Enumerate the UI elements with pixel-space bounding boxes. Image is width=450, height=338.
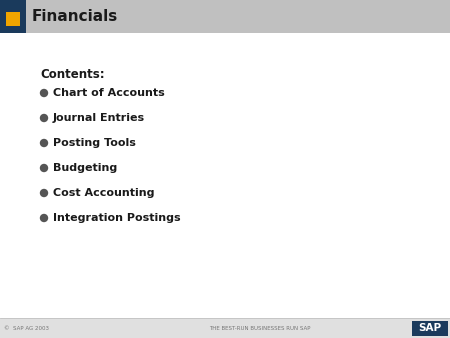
Bar	[0, 0, 450, 33]
Circle shape	[40, 165, 48, 171]
Text: Integration Postings: Integration Postings	[53, 213, 180, 223]
Text: Budgeting: Budgeting	[53, 163, 117, 173]
Text: Chart of Accounts: Chart of Accounts	[53, 88, 165, 98]
Circle shape	[40, 115, 48, 121]
Bar	[412, 320, 448, 336]
Circle shape	[40, 215, 48, 221]
Text: Posting Tools: Posting Tools	[53, 138, 136, 148]
Text: Financials: Financials	[32, 9, 118, 24]
Text: THE BEST-RUN BUSINESSES RUN SAP: THE BEST-RUN BUSINESSES RUN SAP	[209, 325, 311, 331]
Text: SAP: SAP	[418, 323, 441, 333]
Circle shape	[40, 90, 48, 97]
Bar	[0, 318, 450, 338]
Bar	[0, 0, 26, 33]
Text: Journal Entries: Journal Entries	[53, 113, 145, 123]
Bar	[6, 12, 20, 26]
Text: Cost Accounting: Cost Accounting	[53, 188, 154, 198]
Circle shape	[40, 190, 48, 196]
Circle shape	[40, 140, 48, 146]
Text: Contents:: Contents:	[40, 69, 104, 81]
Text: ©  SAP AG 2003: © SAP AG 2003	[4, 325, 49, 331]
